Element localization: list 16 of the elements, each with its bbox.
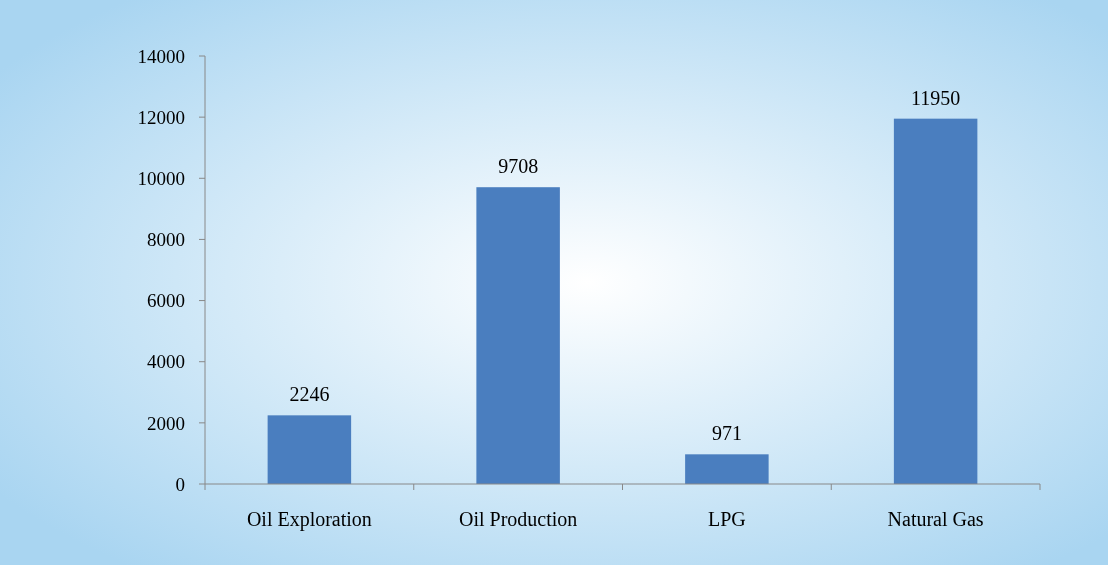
y-tick-label: 10000 <box>137 167 185 189</box>
y-tick-label: 12000 <box>137 106 185 128</box>
x-tick-label: Natural Gas <box>887 508 984 530</box>
y-tick-label: 0 <box>175 473 185 495</box>
y-tick-label: 4000 <box>147 351 185 373</box>
data-label: 971 <box>711 422 742 445</box>
y-tick-label: 14000 <box>137 45 185 67</box>
y-tick-label: 8000 <box>147 229 185 251</box>
x-tick-label: Oil Production <box>458 508 578 530</box>
data-label: 2246 <box>289 383 330 406</box>
data-label: 9708 <box>498 155 539 178</box>
x-tick-label: Oil Exploration <box>246 508 372 531</box>
y-tick-label: 2000 <box>147 412 185 434</box>
x-tick-label: LPG <box>707 508 746 530</box>
y-tick-label: 6000 <box>147 290 185 312</box>
data-label: 11950 <box>910 86 961 109</box>
